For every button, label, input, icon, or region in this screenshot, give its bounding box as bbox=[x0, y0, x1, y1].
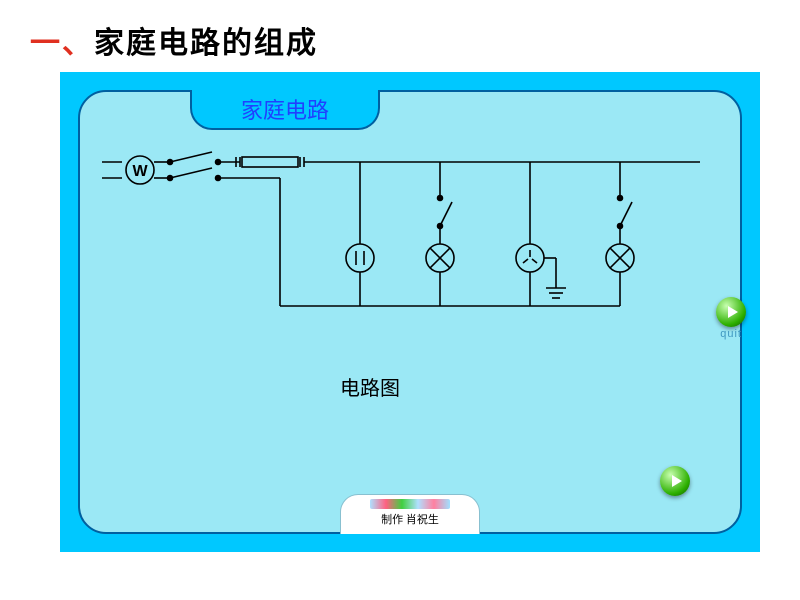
credit-logo-icon bbox=[370, 499, 450, 509]
panel-tab: 家庭电路 bbox=[190, 90, 380, 130]
diagram-caption: 电路图 bbox=[340, 372, 400, 401]
slide-title: 一、家庭电路的组成 bbox=[30, 18, 318, 62]
title-accent: 一、 bbox=[30, 27, 94, 60]
quit-button[interactable] bbox=[716, 297, 746, 327]
panel-inner: 家庭电路 W 电路图 quit 制作 肖祝生 bbox=[78, 90, 742, 534]
credit-badge: 制作 肖祝生 bbox=[340, 494, 480, 534]
title-rest: 家庭电路的组成 bbox=[94, 27, 318, 60]
circuit-diagram: W bbox=[100, 150, 720, 350]
tab-label: 家庭电路 bbox=[241, 93, 329, 125]
credit-text: 制作 肖祝生 bbox=[381, 511, 439, 527]
panel-outer: 家庭电路 W 电路图 quit 制作 肖祝生 bbox=[60, 72, 760, 552]
next-button[interactable] bbox=[660, 466, 690, 496]
svg-text:W: W bbox=[132, 163, 148, 180]
quit-label: quit bbox=[720, 328, 742, 340]
